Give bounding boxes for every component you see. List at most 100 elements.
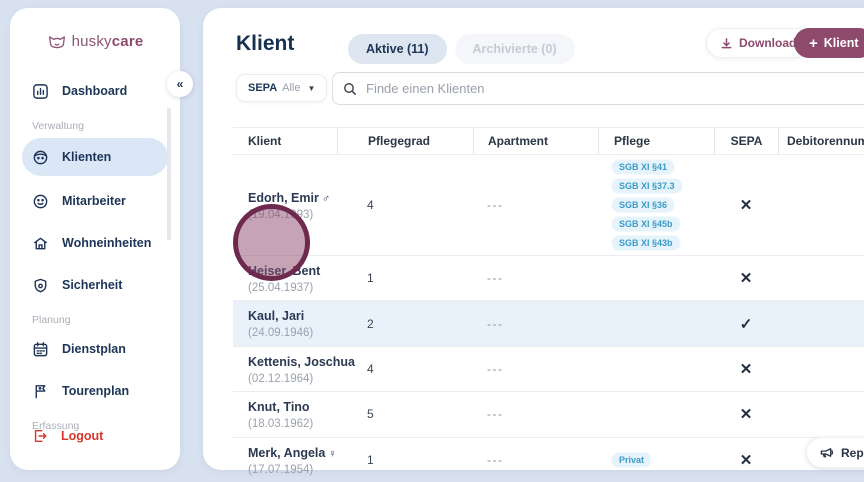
klient-name: Kaul, Jari (248, 309, 305, 324)
sepa-status-cell[interactable]: ✕ (739, 406, 753, 424)
pflegegrad-cell: 2 (367, 316, 376, 331)
column-header-pflege[interactable]: Pflege (598, 128, 714, 154)
sepa-status-cell[interactable]: ✕ (739, 270, 753, 288)
logo-text: huskycare (71, 32, 144, 50)
tab-archivierte[interactable]: Archivierte (0) (454, 34, 575, 64)
main-panel: Klient Aktive (11) Archivierte (0) Downl… (203, 8, 864, 482)
sepa-filter-label: SEPA (248, 82, 278, 94)
logout-button[interactable]: Logout (10, 428, 180, 444)
sidebar-item-dienstplan[interactable]: Dienstplan (10, 332, 180, 366)
klient-name-cell[interactable]: Edorh, Emir ♂ (19.04.1993) (233, 183, 337, 227)
klient-name: Knut, Tino (248, 400, 310, 415)
sepa-filter-dropdown[interactable]: SEPA Alle ▼ (236, 74, 328, 102)
tab-aktive[interactable]: Aktive (11) (348, 34, 447, 64)
logout-icon (32, 428, 48, 444)
clients-icon (32, 149, 49, 166)
table-body: Edorh, Emir ♂ (19.04.1993) 4 --- SGB XI §… (233, 155, 864, 482)
add-klient-label: Klient (823, 36, 859, 50)
sidebar-item-mitarbeiter[interactable]: Mitarbeiter (10, 184, 180, 218)
report-button[interactable]: Report a (806, 437, 864, 468)
calendar-icon (32, 341, 49, 358)
staff-icon (32, 193, 49, 210)
sidebar-item-label: Dienstplan (62, 342, 126, 356)
pflege-cell (598, 410, 714, 418)
klient-name-cell[interactable]: Merk, Angela ♀ (17.07.1954) (233, 438, 337, 482)
klient-name: Merk, Angela (248, 445, 326, 460)
sidebar-scrollbar[interactable] (167, 108, 171, 240)
sidebar-item-label: Wohneinheiten (62, 236, 152, 250)
klient-name: Heiser, Bent (248, 264, 321, 278)
pflegegrad-cell: 5 (367, 407, 376, 422)
table-row[interactable]: Merk, Angela ♀ (17.07.1954) 1 --- Privat … (233, 438, 864, 482)
gender-icon: ♀ (328, 447, 337, 460)
section-label-erfassung: Erfassung (32, 420, 80, 432)
pflege-badge: Privat (611, 451, 653, 468)
sidebar-item-tourenplan[interactable]: Tourenplan (10, 374, 180, 408)
section-label-planung: Planung (32, 314, 71, 326)
klient-name-cell[interactable]: Heiser, Bent (25.04.1937) (233, 256, 337, 300)
apartment-cell: --- (487, 361, 504, 376)
column-header-klient[interactable]: Klient (248, 134, 282, 148)
apartment-cell: --- (487, 198, 504, 212)
table-row[interactable]: Heiser, Bent (25.04.1937) 1 --- ✕ (233, 256, 864, 302)
table-row[interactable]: Kettenis, Joschua (02.12.1964) 4 --- ✕ (233, 347, 864, 393)
report-label: Report a (841, 445, 864, 460)
column-header-debitorennummer[interactable]: Debitorennummer (778, 128, 864, 154)
klient-name: Kettenis, Joschua (248, 354, 355, 369)
sepa-status-cell[interactable]: ✕ (739, 197, 753, 214)
column-header-pflegegrad[interactable]: Pflegegrad (337, 128, 473, 154)
klient-name-cell[interactable]: Kettenis, Joschua (02.12.1964) (233, 347, 355, 391)
klient-birthdate: (02.12.1964) (248, 372, 314, 385)
download-icon (720, 37, 733, 50)
klient-name-cell[interactable]: Kaul, Jari (24.09.1946) (233, 301, 337, 345)
table-row[interactable]: Edorh, Emir ♂ (19.04.1993) 4 --- SGB XI §… (233, 155, 864, 256)
pflegegrad-cell: 1 (367, 452, 376, 467)
sidebar-nav: Dashboard Verwaltung Klienten Mitarbeite… (10, 74, 180, 432)
sepa-status-cell[interactable]: ✕ (739, 360, 753, 378)
pflege-badge: SGB XI §36 (611, 197, 676, 213)
chevron-double-left-icon: « (176, 77, 184, 91)
security-shield-icon (32, 277, 49, 294)
pflege-cell: Privat (598, 448, 714, 472)
sidebar-collapse-button[interactable]: « (167, 71, 193, 97)
table-row[interactable]: Kaul, Jari (24.09.1946) 2 --- ✓ (233, 301, 864, 347)
plus-icon: + (809, 34, 818, 52)
search-box (332, 72, 864, 105)
klienten-table: Klient Pflegegrad Apartment Pflege SEPA … (233, 127, 864, 482)
table-row[interactable]: Knut, Tino (18.03.1962) 5 --- ✕ (233, 392, 864, 438)
pflege-badge: SGB XI §45b (611, 216, 681, 232)
sidebar-item-label: Mitarbeiter (62, 194, 126, 208)
app-logo: huskycare (10, 32, 180, 50)
page-title: Klient (236, 32, 295, 55)
chevron-down-icon: ▼ (307, 83, 316, 93)
search-input[interactable] (366, 81, 864, 96)
tab-bar: Aktive (11) Archivierte (0) (348, 34, 575, 64)
sidebar-item-sicherheit[interactable]: Sicherheit (10, 268, 180, 302)
column-header-apartment[interactable]: Apartment (473, 128, 598, 154)
sidebar-item-label: Tourenplan (62, 384, 130, 398)
flag-icon (32, 383, 49, 400)
apartment-cell: --- (487, 271, 504, 286)
pflege-cell (598, 365, 714, 373)
logout-label: Logout (61, 429, 104, 443)
sidebar-item-klienten[interactable]: Klienten (22, 138, 168, 176)
sidebar-item-label: Klienten (62, 150, 112, 164)
sidebar-item-wohneinheiten[interactable]: Wohneinheiten (10, 226, 180, 260)
pflegegrad-cell: 1 (367, 271, 376, 286)
klient-name-cell[interactable]: Knut, Tino (18.03.1962) (233, 392, 337, 436)
apartment-cell: --- (487, 407, 504, 422)
download-label: Download (739, 36, 797, 50)
column-header-sepa[interactable]: SEPA (714, 128, 778, 154)
pflege-cell (598, 320, 714, 328)
add-klient-button[interactable]: + Klient (794, 28, 864, 58)
sidebar-item-dashboard[interactable]: Dashboard (10, 74, 180, 108)
sepa-status-cell[interactable]: ✓ (739, 315, 753, 333)
sepa-status-cell[interactable]: ✕ (739, 451, 753, 469)
klient-birthdate: (25.04.1937) (248, 282, 314, 294)
sidebar-item-label: Sicherheit (62, 278, 123, 292)
table-header: Klient Pflegegrad Apartment Pflege SEPA … (233, 127, 864, 155)
klient-birthdate: (18.03.1962) (248, 418, 314, 431)
pflege-badge: SGB XI §41 (611, 159, 676, 175)
download-button[interactable]: Download (706, 28, 811, 58)
section-label-verwaltung: Verwaltung (32, 120, 84, 132)
